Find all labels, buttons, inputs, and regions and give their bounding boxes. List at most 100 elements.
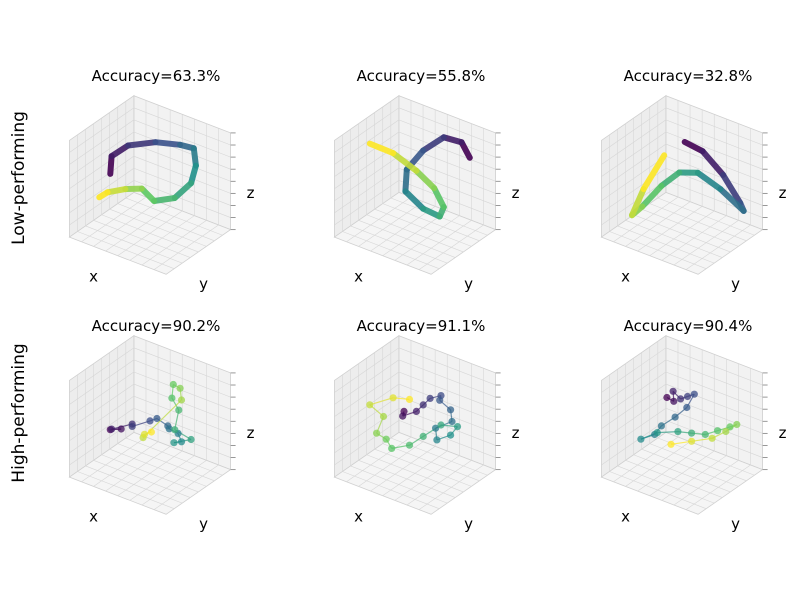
- data-point: [171, 426, 179, 434]
- grid-line: [366, 214, 464, 253]
- data-point: [412, 407, 420, 415]
- grid-line: [69, 107, 135, 153]
- grid-line: [633, 214, 731, 253]
- grid-line: [117, 443, 215, 482]
- trajectory-segment: [152, 139, 184, 148]
- data-point: [419, 401, 427, 409]
- y-axis-label: y: [731, 275, 740, 293]
- grid-line: [141, 460, 207, 506]
- grid-line: [665, 347, 763, 386]
- row-label-high: High-performing: [9, 343, 29, 482]
- x-axis-label: x: [621, 267, 630, 285]
- data-point: [405, 441, 414, 449]
- grid-line: [398, 347, 496, 386]
- panel-2: Accuracy=32.8% x y z: [600, 67, 787, 293]
- series: [106, 380, 195, 447]
- data-point: [683, 392, 692, 401]
- grid: [601, 100, 763, 270]
- grid: [601, 340, 763, 510]
- trajectory-segment: [717, 186, 747, 214]
- panel-title: Accuracy=91.1%: [357, 317, 486, 335]
- data-point: [714, 427, 722, 435]
- data-point: [653, 429, 661, 437]
- data-point: [177, 396, 186, 404]
- trajectory-segment: [402, 166, 410, 195]
- data-point: [447, 431, 455, 439]
- y-axis-label: y: [464, 275, 473, 293]
- grid-line: [125, 197, 223, 236]
- data-point: [722, 427, 730, 436]
- panel-5: Accuracy=90.4% x y z: [600, 317, 787, 533]
- grid-line: [641, 208, 739, 247]
- grid-line: [334, 347, 400, 393]
- grid-line: [69, 119, 135, 165]
- trajectory-segment: [440, 134, 465, 146]
- grid-line: [334, 371, 400, 417]
- series: [629, 139, 747, 219]
- grid-line: [69, 131, 135, 177]
- grid-line: [374, 208, 472, 247]
- x-axis-label: x: [621, 507, 630, 525]
- grid-line: [382, 443, 480, 482]
- data-point: [117, 425, 125, 433]
- panel-title: Accuracy=55.8%: [357, 67, 486, 85]
- grid-line: [366, 454, 464, 493]
- data-point: [373, 429, 381, 437]
- data-point: [674, 428, 682, 436]
- grid-line: [129, 215, 195, 261]
- series: [637, 387, 741, 448]
- grid-line: [665, 131, 763, 170]
- trajectory-segment: [431, 185, 447, 211]
- grid-line: [153, 224, 219, 270]
- data-point: [426, 394, 434, 402]
- z-axis-label: z: [512, 424, 520, 442]
- data-point: [379, 412, 388, 421]
- trajectory-link: [369, 397, 394, 406]
- grid-line: [153, 464, 219, 510]
- data-point: [690, 390, 698, 398]
- grid-line: [334, 359, 400, 405]
- trajectory-segment: [699, 148, 727, 178]
- grid-line: [406, 460, 472, 506]
- data-point: [726, 423, 734, 431]
- data-point: [453, 423, 462, 431]
- trajectory-segment: [639, 182, 665, 210]
- data-point: [108, 425, 116, 433]
- data-point: [677, 395, 685, 403]
- trajectory-segment: [125, 139, 159, 149]
- y-axis-label: y: [731, 515, 740, 533]
- grid-line: [673, 460, 739, 506]
- grid-line: [133, 359, 231, 398]
- grid-line: [69, 359, 135, 405]
- grid-line: [133, 347, 231, 386]
- grid-line: [133, 119, 231, 158]
- data-point: [168, 394, 176, 402]
- grid-line: [334, 131, 400, 177]
- grid-line: [117, 203, 215, 242]
- grid-line: [133, 143, 231, 182]
- data-point: [169, 380, 177, 389]
- data-point: [433, 436, 441, 444]
- x-axis-label: x: [89, 267, 98, 285]
- data-point: [176, 384, 184, 392]
- grid-line: [101, 214, 199, 253]
- grid-line: [665, 383, 763, 422]
- data-point: [147, 428, 155, 436]
- trajectory-segment: [694, 169, 724, 193]
- data-point: [670, 397, 678, 405]
- data-point: [708, 434, 716, 442]
- trajectory-segment: [629, 186, 647, 219]
- data-point: [701, 430, 709, 439]
- panel-1: Accuracy=55.8% x y z: [333, 67, 520, 293]
- grid-line: [69, 371, 135, 417]
- series: [366, 134, 473, 220]
- data-point: [667, 440, 675, 448]
- panel-title: Accuracy=32.8%: [624, 67, 753, 85]
- data-point: [165, 425, 173, 433]
- grid-line: [382, 203, 480, 242]
- grid-line: [601, 131, 667, 177]
- panel-title: Accuracy=63.3%: [92, 67, 221, 85]
- grid-line: [665, 359, 763, 398]
- grid-line: [661, 215, 727, 261]
- data-point: [128, 422, 136, 430]
